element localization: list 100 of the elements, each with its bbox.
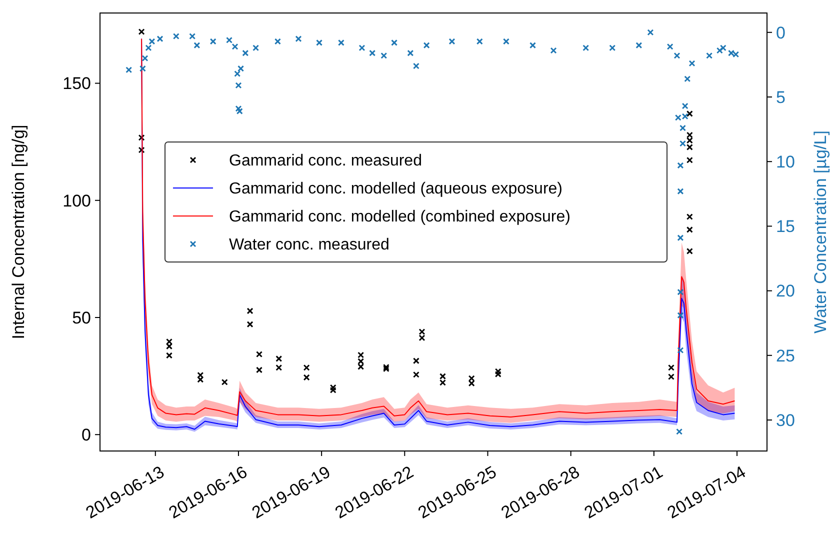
point	[666, 43, 674, 50]
point	[674, 52, 680, 59]
point	[418, 328, 426, 336]
point	[234, 70, 241, 77]
point	[391, 39, 398, 46]
point	[412, 371, 420, 378]
y-axis-title: Internal Concentration [ng/g]	[9, 124, 28, 340]
point	[418, 334, 426, 342]
y2-tick-label: 30	[776, 410, 795, 430]
y2-tick-label: 5	[776, 88, 786, 107]
y2-tick-label: 0	[776, 23, 786, 42]
point	[380, 52, 388, 59]
point	[686, 156, 693, 164]
point	[676, 428, 683, 435]
point	[502, 38, 510, 45]
point	[716, 47, 723, 54]
y2-tick-label: 20	[776, 282, 795, 301]
point	[138, 28, 145, 35]
point	[138, 134, 145, 141]
point	[145, 44, 152, 52]
point	[235, 105, 242, 112]
point	[529, 42, 536, 49]
point	[166, 352, 172, 359]
point	[582, 44, 590, 52]
point	[242, 50, 249, 56]
point	[423, 42, 430, 49]
point	[494, 368, 502, 375]
y2-tick-label: 25	[776, 346, 795, 366]
point	[246, 308, 254, 314]
point	[677, 288, 684, 296]
y2-tick-label: 10	[776, 152, 795, 172]
y2-axis-title: Water Concentration [µg/L]	[811, 130, 830, 334]
point	[236, 108, 243, 114]
point	[677, 346, 684, 354]
point	[412, 358, 420, 364]
legend-label: Gammarid conc. measured	[229, 152, 422, 170]
point	[686, 132, 693, 138]
point	[232, 43, 238, 50]
point	[609, 44, 616, 52]
point	[382, 366, 390, 372]
point	[197, 372, 204, 378]
point	[172, 33, 180, 40]
point	[680, 140, 686, 147]
point	[680, 124, 686, 132]
point	[238, 65, 244, 72]
y-tick-label: 0	[82, 426, 91, 445]
point	[148, 38, 156, 45]
legend-label: Water conc. measured	[229, 236, 390, 254]
point	[706, 52, 713, 59]
point	[682, 102, 688, 110]
point	[303, 374, 310, 381]
point	[358, 44, 366, 52]
point	[246, 321, 254, 328]
point	[647, 29, 654, 36]
point	[295, 36, 302, 42]
point	[677, 188, 684, 195]
point	[194, 42, 200, 49]
point	[684, 76, 691, 82]
point	[358, 358, 364, 365]
point	[476, 38, 483, 45]
point	[369, 50, 376, 56]
point	[338, 39, 344, 46]
point	[494, 370, 502, 378]
point	[720, 44, 726, 52]
point	[439, 373, 446, 380]
point	[303, 364, 310, 371]
point	[276, 355, 282, 362]
point	[197, 376, 204, 383]
point	[142, 54, 148, 62]
point	[686, 214, 693, 220]
point	[412, 62, 420, 70]
point	[189, 33, 196, 40]
point	[668, 364, 674, 371]
point	[166, 338, 172, 345]
point	[256, 351, 262, 358]
point	[677, 234, 684, 242]
point	[636, 42, 642, 49]
point	[221, 378, 228, 386]
point	[686, 248, 693, 254]
point	[210, 38, 216, 45]
point	[686, 110, 693, 117]
point	[468, 375, 475, 382]
point	[256, 366, 262, 374]
point	[668, 374, 674, 380]
point	[330, 384, 336, 391]
point	[686, 144, 693, 150]
point	[407, 50, 414, 56]
legend-label: Gammarid conc. modelled (aqueous exposure)	[229, 180, 562, 198]
point	[276, 364, 282, 371]
point	[677, 312, 684, 319]
point	[166, 343, 172, 350]
point	[126, 66, 132, 74]
point	[439, 379, 446, 386]
point	[139, 65, 146, 72]
point	[274, 38, 281, 45]
legend-label: Gammarid conc. modelled (combined exposure)	[229, 208, 570, 226]
point	[358, 363, 364, 370]
y-tick-label: 150	[62, 74, 91, 94]
point	[252, 44, 260, 52]
point	[138, 146, 145, 154]
